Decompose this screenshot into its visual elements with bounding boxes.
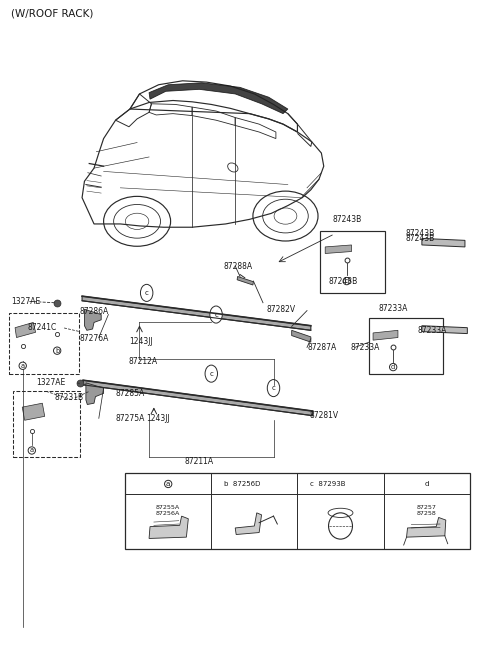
Text: c  87293B: c 87293B bbox=[311, 481, 346, 487]
Text: 87275A: 87275A bbox=[116, 415, 145, 424]
Polygon shape bbox=[422, 326, 468, 334]
Text: (W/ROOF RACK): (W/ROOF RACK) bbox=[11, 9, 94, 18]
Text: c: c bbox=[145, 290, 149, 296]
Text: 87276A: 87276A bbox=[80, 334, 109, 343]
Polygon shape bbox=[325, 245, 351, 253]
Text: 87285A: 87285A bbox=[116, 389, 145, 398]
Polygon shape bbox=[292, 330, 311, 342]
Text: c: c bbox=[209, 370, 213, 376]
Polygon shape bbox=[22, 403, 45, 420]
Text: a: a bbox=[166, 481, 170, 487]
Text: d: d bbox=[424, 481, 429, 487]
Text: 87233A: 87233A bbox=[379, 303, 408, 313]
Text: 87286A: 87286A bbox=[80, 307, 109, 316]
Text: 87255A
87256A: 87255A 87256A bbox=[156, 505, 180, 516]
Bar bbox=[321, 230, 385, 293]
Circle shape bbox=[141, 284, 153, 301]
Text: d: d bbox=[345, 278, 349, 284]
Text: b: b bbox=[55, 347, 60, 353]
Text: 87211A: 87211A bbox=[185, 457, 214, 466]
Text: 1243JJ: 1243JJ bbox=[129, 337, 153, 346]
Polygon shape bbox=[84, 309, 101, 330]
Text: 87257
87258: 87257 87258 bbox=[417, 505, 437, 516]
Circle shape bbox=[267, 380, 280, 397]
Polygon shape bbox=[149, 516, 188, 538]
Text: 87282V: 87282V bbox=[266, 305, 296, 314]
Text: a: a bbox=[30, 447, 34, 453]
Text: 1243JJ: 1243JJ bbox=[147, 415, 170, 424]
Text: 87281V: 87281V bbox=[310, 411, 338, 420]
Polygon shape bbox=[82, 296, 311, 330]
Polygon shape bbox=[15, 322, 36, 338]
Text: c: c bbox=[272, 385, 276, 391]
Bar bbox=[12, 392, 80, 457]
Bar bbox=[369, 318, 444, 374]
Text: 87243B: 87243B bbox=[328, 276, 358, 286]
Polygon shape bbox=[83, 380, 313, 416]
Polygon shape bbox=[86, 383, 104, 405]
Text: 87231B: 87231B bbox=[54, 393, 84, 403]
Polygon shape bbox=[373, 330, 398, 340]
Polygon shape bbox=[149, 83, 288, 114]
Text: 1327AE: 1327AE bbox=[12, 297, 41, 306]
Bar bbox=[9, 313, 79, 374]
Text: c: c bbox=[214, 311, 218, 318]
Text: 1327AE: 1327AE bbox=[36, 378, 66, 388]
Polygon shape bbox=[237, 276, 253, 285]
Text: a: a bbox=[21, 363, 25, 368]
Text: 87243B: 87243B bbox=[405, 229, 434, 238]
Polygon shape bbox=[407, 517, 446, 537]
Polygon shape bbox=[422, 238, 465, 247]
Text: 87243B: 87243B bbox=[332, 215, 361, 224]
Circle shape bbox=[210, 306, 222, 323]
Text: 87243B: 87243B bbox=[405, 234, 434, 243]
Circle shape bbox=[205, 365, 217, 382]
Text: 87233A: 87233A bbox=[417, 326, 446, 335]
Text: 87241C: 87241C bbox=[27, 323, 56, 332]
Polygon shape bbox=[235, 513, 262, 534]
Text: d: d bbox=[391, 364, 396, 370]
Text: b  87256D: b 87256D bbox=[224, 481, 261, 487]
Text: 87233A: 87233A bbox=[350, 343, 380, 352]
Text: 87212A: 87212A bbox=[129, 357, 158, 367]
Text: 87287A: 87287A bbox=[307, 343, 336, 352]
Bar bbox=[125, 474, 470, 549]
Text: 87288A: 87288A bbox=[223, 262, 252, 271]
